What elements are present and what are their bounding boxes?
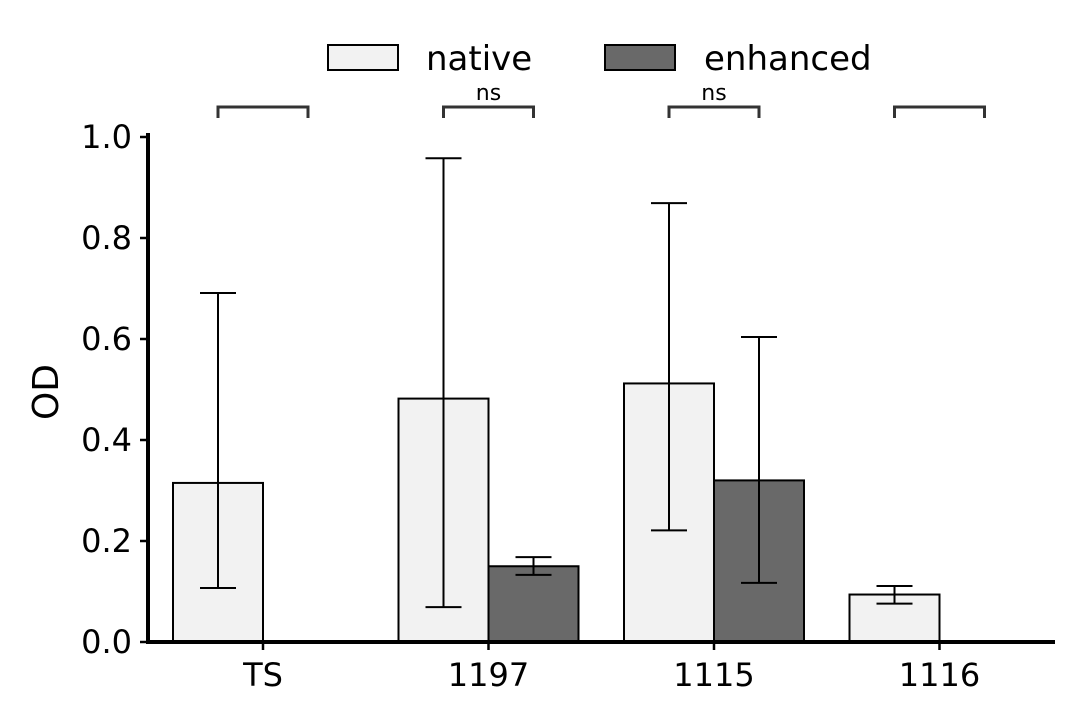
bracket-line [667,105,761,118]
error-bar-native-TS [200,292,236,589]
significance-bracket-1197: ns [442,81,535,118]
significance-bracket-TS [216,105,310,118]
y-tick-label: 0.0 [81,623,132,661]
legend-swatch-enhanced [604,44,676,71]
legend-label-enhanced: enhanced [704,39,872,79]
error-bar-enhanced-1197 [515,556,552,576]
x-tick-label: 1116 [899,656,980,694]
bars [172,382,941,644]
legend: native enhanced [327,39,872,79]
y-tick-label: 0.6 [81,320,132,358]
y-tick-label: 1.0 [81,118,132,156]
y-tick-label: 0.8 [81,219,132,257]
bracket-line [216,105,310,118]
legend-swatch-native [327,44,399,71]
y-tick-label: 0.2 [81,522,132,560]
significance-bracket-1115: ns [667,81,761,118]
significance-label: ns [476,81,501,106]
y-axis-label: OD [26,364,67,420]
error-bar-native-1116 [876,584,913,605]
significance-label: ns [701,81,726,106]
significance-bracket-1116 [893,105,986,118]
x-tick-label: TS [242,656,283,694]
bracket-line [442,105,535,118]
bar-enhanced-1197 [487,565,580,643]
error-bars [200,157,913,609]
legend-label-native: native [426,39,532,79]
y-tick-label: 0.4 [81,421,132,459]
bracket-line [893,105,986,118]
significance-brackets: ns ns [216,81,986,118]
x-tick-label: 1197 [448,656,529,694]
x-tick-label: 1115 [673,656,754,694]
error-bar-enhanced-1115 [741,335,777,584]
error-bar-native-1115 [651,202,687,532]
axes: 0.0 0.2 0.4 0.6 0.8 1.0 TS 1197 1115 1116 [81,118,1055,694]
error-bar-native-1197 [425,157,462,609]
bar-native-1116 [848,593,941,644]
